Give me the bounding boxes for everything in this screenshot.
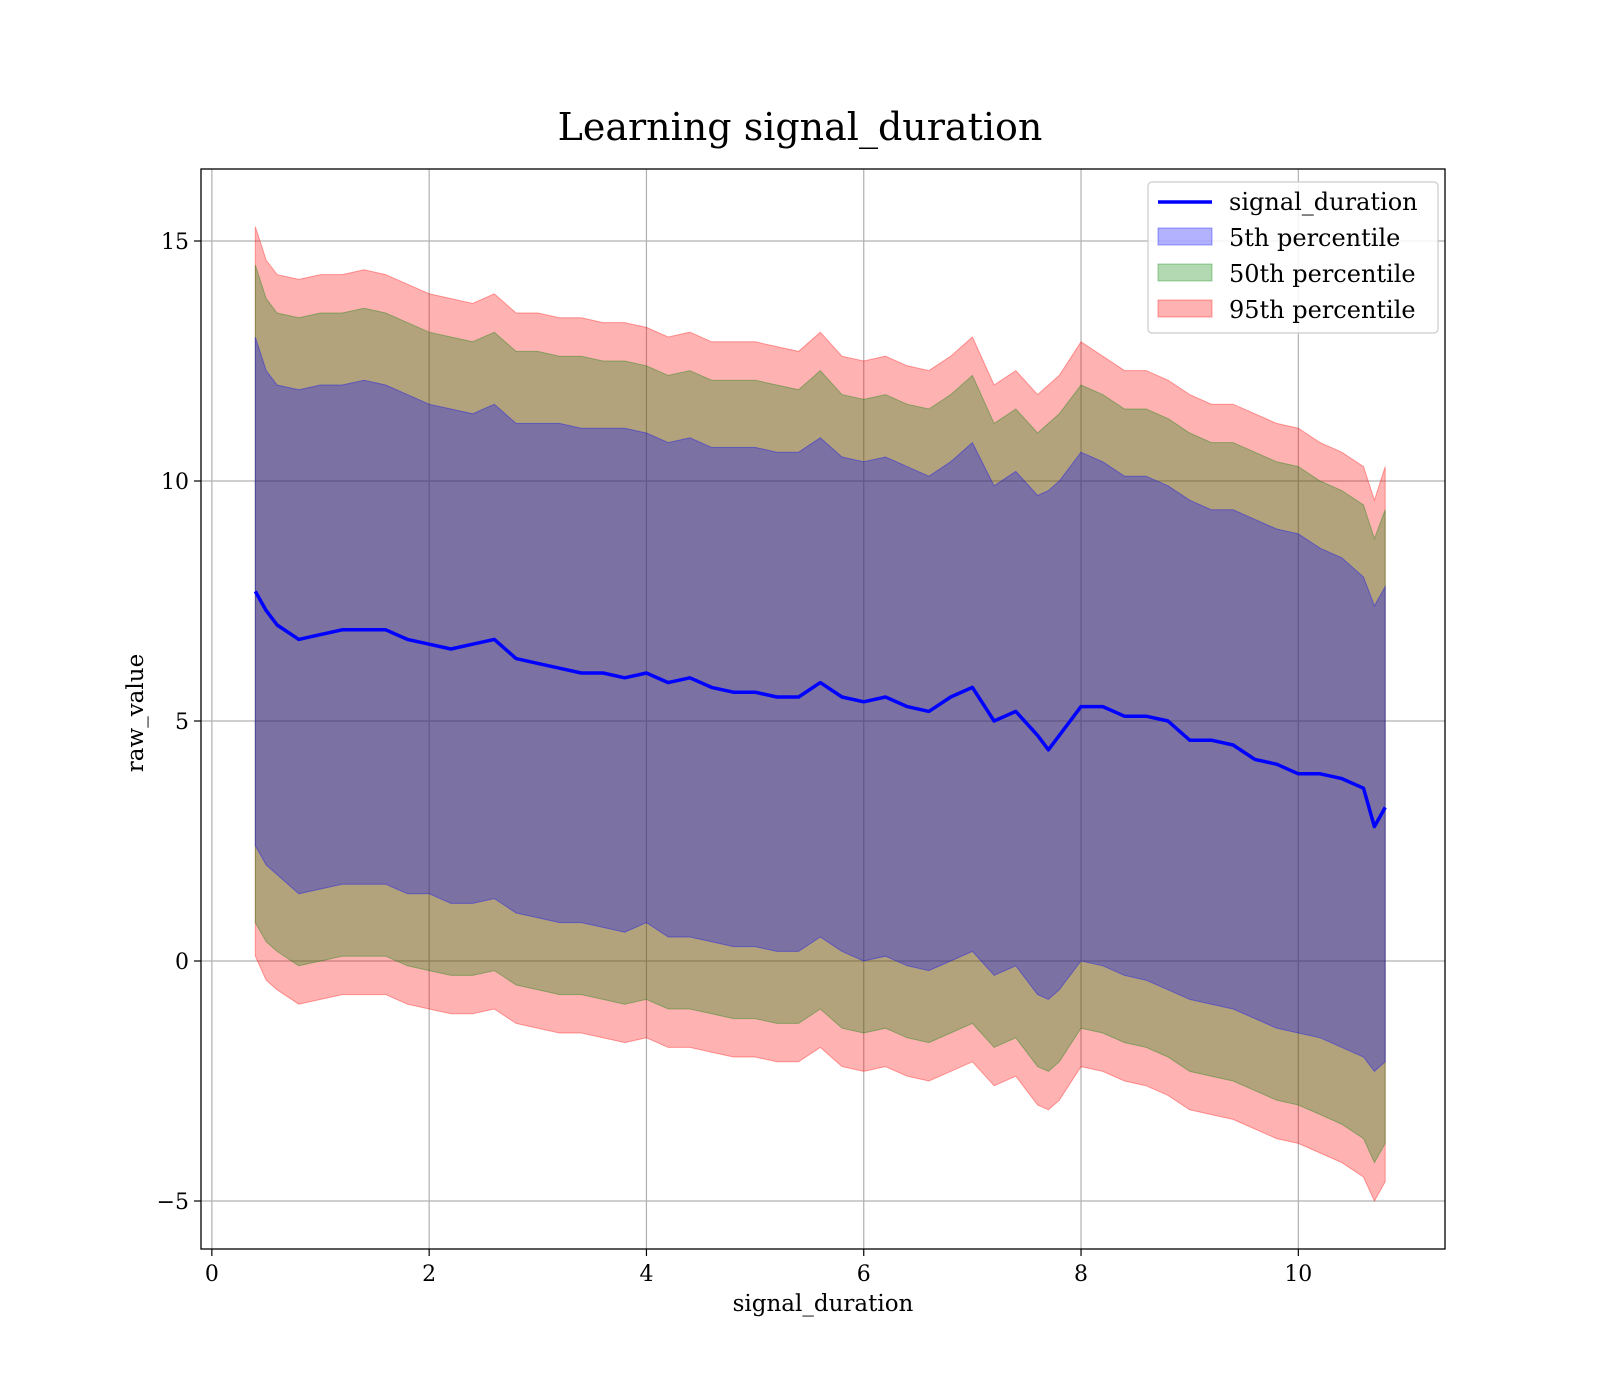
x-axis-label: signal_duration: [733, 1291, 914, 1317]
legend-swatch-5th-percentile: [1157, 227, 1213, 246]
x-tick-label: 4: [639, 1262, 653, 1287]
y-axis-label: raw_value: [123, 654, 149, 772]
band-layer: [254, 226, 1386, 1203]
y-tick-label: −5: [157, 1190, 189, 1215]
tick-layer: 0 2 4 6 8 10 −5 0 5 10 15: [157, 230, 1313, 1287]
legend-swatch-95th-percentile: [1157, 299, 1213, 318]
legend-box: [1147, 181, 1439, 334]
legend-swatch-50th-percentile: [1157, 263, 1213, 282]
x-tick-label: 2: [422, 1262, 436, 1287]
legend-label-5th-percentile: 5th percentile: [1229, 224, 1400, 252]
y-tick-label: 5: [175, 710, 189, 735]
x-tick-label: 0: [205, 1262, 219, 1287]
band-95th-percentile: [254, 226, 1386, 1203]
band-5th-percentile: [254, 336, 1386, 1073]
line-signal-duration: [253, 590, 1387, 829]
legend-label-95th-percentile: 95th percentile: [1229, 296, 1416, 324]
x-tick-label: 8: [1074, 1262, 1088, 1287]
plot-frame: [200, 168, 1446, 1250]
legend-label-50th-percentile: 50th percentile: [1229, 260, 1416, 288]
line-layer: [253, 590, 1387, 829]
legend-label-signal-duration: signal_duration: [1229, 188, 1418, 216]
x-tick-label: 10: [1284, 1262, 1312, 1287]
y-tick-label: 0: [175, 950, 189, 975]
band-50th-percentile: [254, 264, 1386, 1164]
y-tick-label: 10: [161, 470, 189, 495]
x-tick-label: 6: [857, 1262, 871, 1287]
y-tick-label: 15: [161, 230, 189, 255]
chart-title: Learning signal_duration: [558, 105, 1043, 150]
legend: signal_duration 5th percentile 50th perc…: [1147, 181, 1439, 334]
